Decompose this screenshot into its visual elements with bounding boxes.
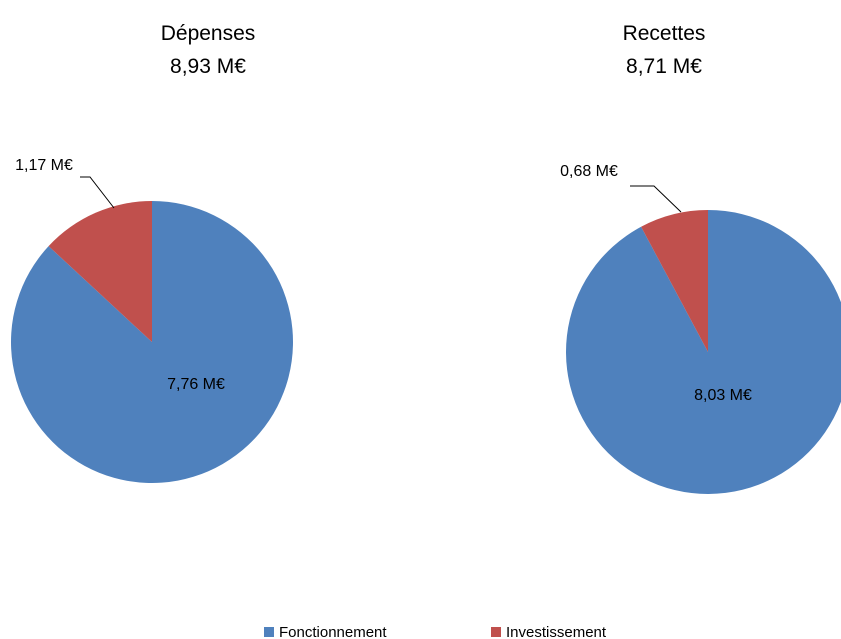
chart-recettes: Recettes 8,71 M€ 8,03 M€ 0,68 M€: [560, 22, 841, 494]
data-label-recettes-investissement: 0,68 M€: [560, 163, 618, 180]
chart-depenses: Dépenses 8,93 M€ 7,76 M€ 1,17 M€: [10, 22, 294, 483]
chart-title-recettes: Recettes: [623, 22, 706, 45]
slice-depenses-fonctionnement: [10, 201, 294, 483]
slice-depenses-investissement: [48, 201, 152, 342]
data-label-depenses-fonctionnement: 7,76 M€: [167, 376, 225, 393]
chart-title-depenses: Dépenses: [161, 22, 256, 45]
leader-line-depenses-investissement: [80, 176, 115, 209]
legend-swatch-investissement: [491, 627, 501, 637]
legend-swatch-fonctionnement: [264, 627, 274, 637]
leader-line-recettes-investissement: [630, 185, 682, 213]
slice-recettes-investissement: [641, 210, 708, 352]
legend-label-fonctionnement: Fonctionnement: [279, 624, 387, 639]
legend-label-investissement: Investissement: [506, 624, 607, 639]
slice-recettes-fonctionnement: [566, 210, 841, 494]
legend: Fonctionnement Investissement: [264, 624, 607, 639]
data-label-depenses-investissement: 1,17 M€: [15, 157, 73, 174]
chart-total-recettes: 8,71 M€: [626, 55, 702, 78]
chart-total-depenses: 8,93 M€: [170, 55, 246, 78]
data-label-recettes-fonctionnement: 8,03 M€: [694, 387, 752, 404]
